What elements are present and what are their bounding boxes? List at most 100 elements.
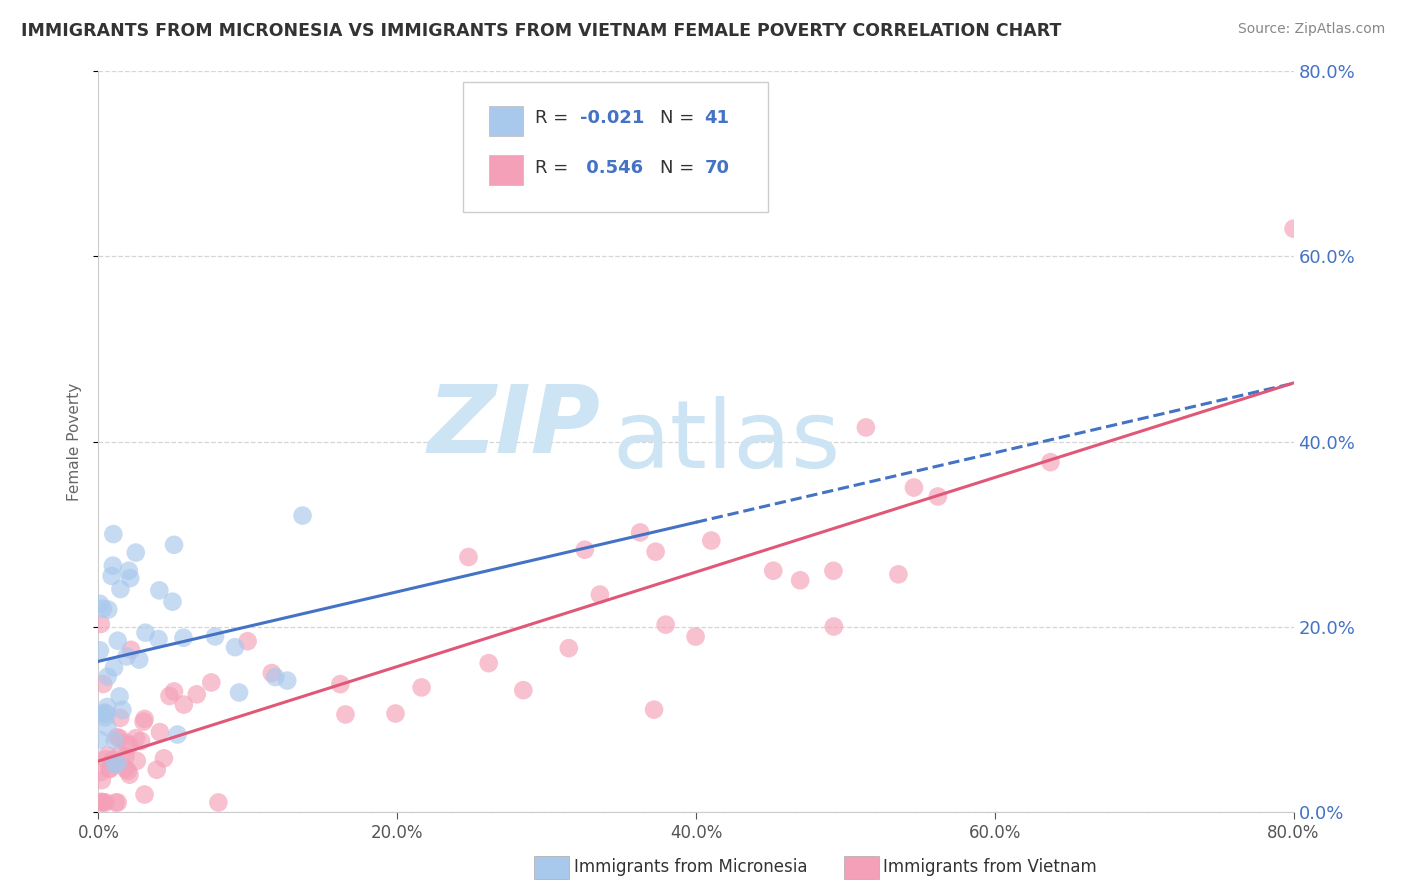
Point: [335, 707, 357, 722]
Point: [478, 656, 501, 670]
Point: [114, 762, 136, 776]
Point: [114, 749, 136, 764]
Point: [628, 525, 651, 540]
Point: [103, 660, 125, 674]
Point: [97, 602, 120, 616]
Point: [94, 752, 117, 766]
Point: [260, 666, 283, 681]
Point: [159, 689, 181, 703]
Point: [98, 761, 121, 775]
Point: [117, 764, 139, 778]
Point: [589, 588, 612, 602]
Point: [128, 653, 150, 667]
Point: [91, 677, 114, 691]
Point: [104, 796, 127, 810]
Point: [101, 558, 124, 573]
Point: [291, 508, 314, 523]
Point: [101, 753, 124, 767]
FancyBboxPatch shape: [489, 105, 523, 136]
Point: [855, 420, 877, 434]
Point: [643, 703, 665, 717]
Point: [200, 675, 222, 690]
Point: [107, 633, 129, 648]
Point: [103, 756, 125, 771]
Point: [132, 714, 155, 729]
Point: [96, 706, 118, 721]
Point: [148, 632, 170, 646]
Point: [558, 641, 581, 656]
Text: R =: R =: [534, 109, 574, 127]
Point: [411, 681, 433, 695]
Point: [823, 564, 845, 578]
Point: [120, 571, 142, 585]
Point: [823, 619, 845, 633]
Point: [1039, 455, 1062, 469]
Point: [166, 727, 188, 741]
Point: [145, 763, 167, 777]
Point: [107, 796, 129, 810]
Point: [89, 765, 111, 780]
Point: [149, 725, 172, 739]
FancyBboxPatch shape: [489, 155, 523, 186]
Point: [134, 788, 156, 802]
Point: [654, 617, 676, 632]
Point: [186, 687, 208, 701]
Point: [276, 673, 298, 688]
Point: [887, 567, 910, 582]
Point: [107, 756, 129, 771]
Point: [110, 711, 132, 725]
Text: Source: ZipAtlas.com: Source: ZipAtlas.com: [1237, 22, 1385, 37]
Point: [125, 754, 148, 768]
Point: [120, 643, 142, 657]
Point: [163, 538, 186, 552]
Point: [224, 640, 246, 655]
Point: [118, 564, 141, 578]
Point: [134, 625, 156, 640]
FancyBboxPatch shape: [463, 82, 768, 212]
Point: [700, 533, 723, 548]
Text: IMMIGRANTS FROM MICRONESIA VS IMMIGRANTS FROM VIETNAM FEMALE POVERTY CORRELATION: IMMIGRANTS FROM MICRONESIA VS IMMIGRANTS…: [21, 22, 1062, 40]
Point: [574, 542, 596, 557]
Point: [125, 545, 148, 560]
Point: [90, 616, 112, 631]
Point: [96, 700, 118, 714]
Point: [108, 747, 131, 762]
Point: [91, 601, 114, 615]
Point: [104, 733, 127, 747]
Text: ZIP: ZIP: [427, 381, 600, 473]
Y-axis label: Female Poverty: Female Poverty: [67, 383, 83, 500]
Point: [903, 481, 925, 495]
Point: [110, 582, 132, 596]
Point: [125, 731, 148, 746]
Point: [163, 684, 186, 698]
Point: [264, 670, 287, 684]
Point: [100, 756, 122, 771]
Point: [100, 569, 122, 583]
Point: [384, 706, 406, 721]
Text: atlas: atlas: [613, 395, 841, 488]
Point: [118, 767, 141, 781]
Point: [94, 710, 117, 724]
Point: [96, 720, 118, 734]
Point: [153, 751, 176, 765]
Point: [105, 730, 128, 744]
Point: [457, 549, 479, 564]
Point: [90, 796, 112, 810]
Point: [329, 677, 352, 691]
Point: [90, 795, 112, 809]
Point: [512, 683, 534, 698]
Point: [172, 631, 194, 645]
Point: [115, 736, 138, 750]
Point: [148, 583, 170, 598]
Point: [89, 597, 111, 611]
Text: 0.546: 0.546: [581, 159, 643, 177]
Point: [789, 574, 811, 588]
Point: [111, 703, 134, 717]
Point: [93, 796, 115, 810]
Point: [91, 706, 114, 721]
Point: [89, 733, 111, 747]
Point: [96, 748, 118, 763]
Text: 41: 41: [704, 109, 730, 127]
Point: [108, 690, 131, 704]
Point: [162, 595, 184, 609]
